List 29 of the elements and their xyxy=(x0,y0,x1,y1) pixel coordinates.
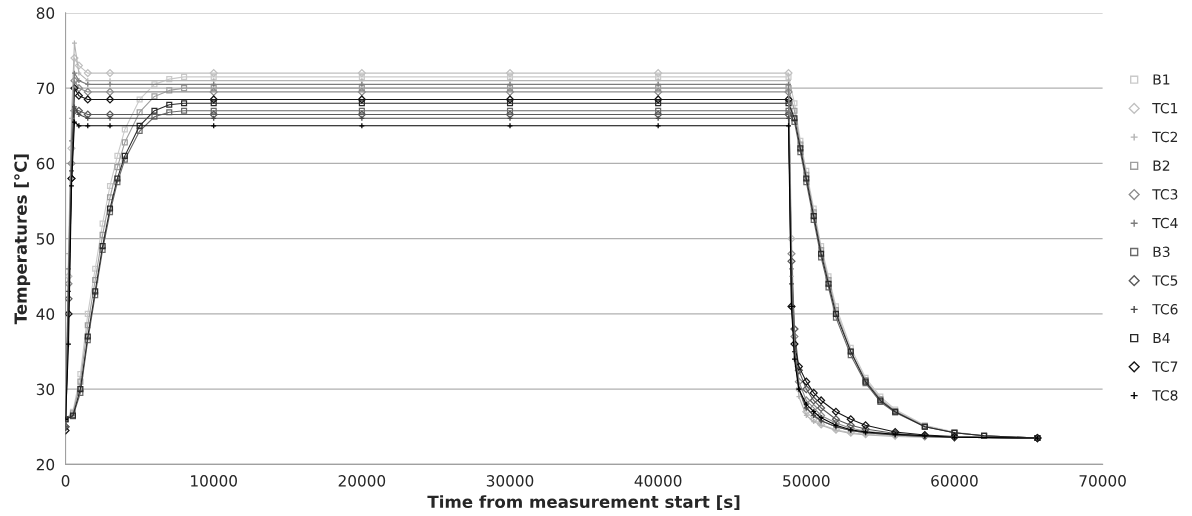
x-tick-label: 10000 xyxy=(191,475,237,487)
y-tick-label: 40 xyxy=(36,308,55,320)
legend-label: TC7 xyxy=(1152,361,1178,372)
x-tick-label: 0 xyxy=(61,475,70,487)
legend-label: TC8 xyxy=(1152,390,1178,401)
x-tick-label: 70000 xyxy=(1079,475,1126,487)
y-axis-title: Temperatures [°C] xyxy=(14,154,31,325)
x-axis-title: Time from measurement start [s] xyxy=(427,495,740,511)
legend-label: B1 xyxy=(1153,74,1170,85)
legend-label: B2 xyxy=(1153,160,1170,171)
legend-label: TC2 xyxy=(1152,131,1178,143)
y-tick-label: 70 xyxy=(36,82,55,95)
legend-label: TC6 xyxy=(1152,303,1178,315)
legend-label: TC4 xyxy=(1152,217,1178,229)
y-tick-label: 80 xyxy=(36,7,55,19)
x-tick-label: 40000 xyxy=(634,475,682,487)
x-tick-label: 30000 xyxy=(486,475,534,487)
x-tick-label: 50000 xyxy=(783,475,830,487)
y-tick-label: 20 xyxy=(36,458,55,471)
legend-label: TC3 xyxy=(1152,189,1178,200)
legend-label: B4 xyxy=(1153,332,1170,343)
y-tick-label: 50 xyxy=(36,233,55,245)
legend-label: TC1 xyxy=(1152,102,1178,114)
legend-label: TC5 xyxy=(1152,275,1178,286)
x-tick-label: 20000 xyxy=(338,475,386,487)
y-tick-label: 60 xyxy=(36,157,55,170)
x-tick-label: 60000 xyxy=(931,475,978,487)
legend-label: B3 xyxy=(1153,246,1170,258)
y-tick-label: 30 xyxy=(36,383,55,396)
